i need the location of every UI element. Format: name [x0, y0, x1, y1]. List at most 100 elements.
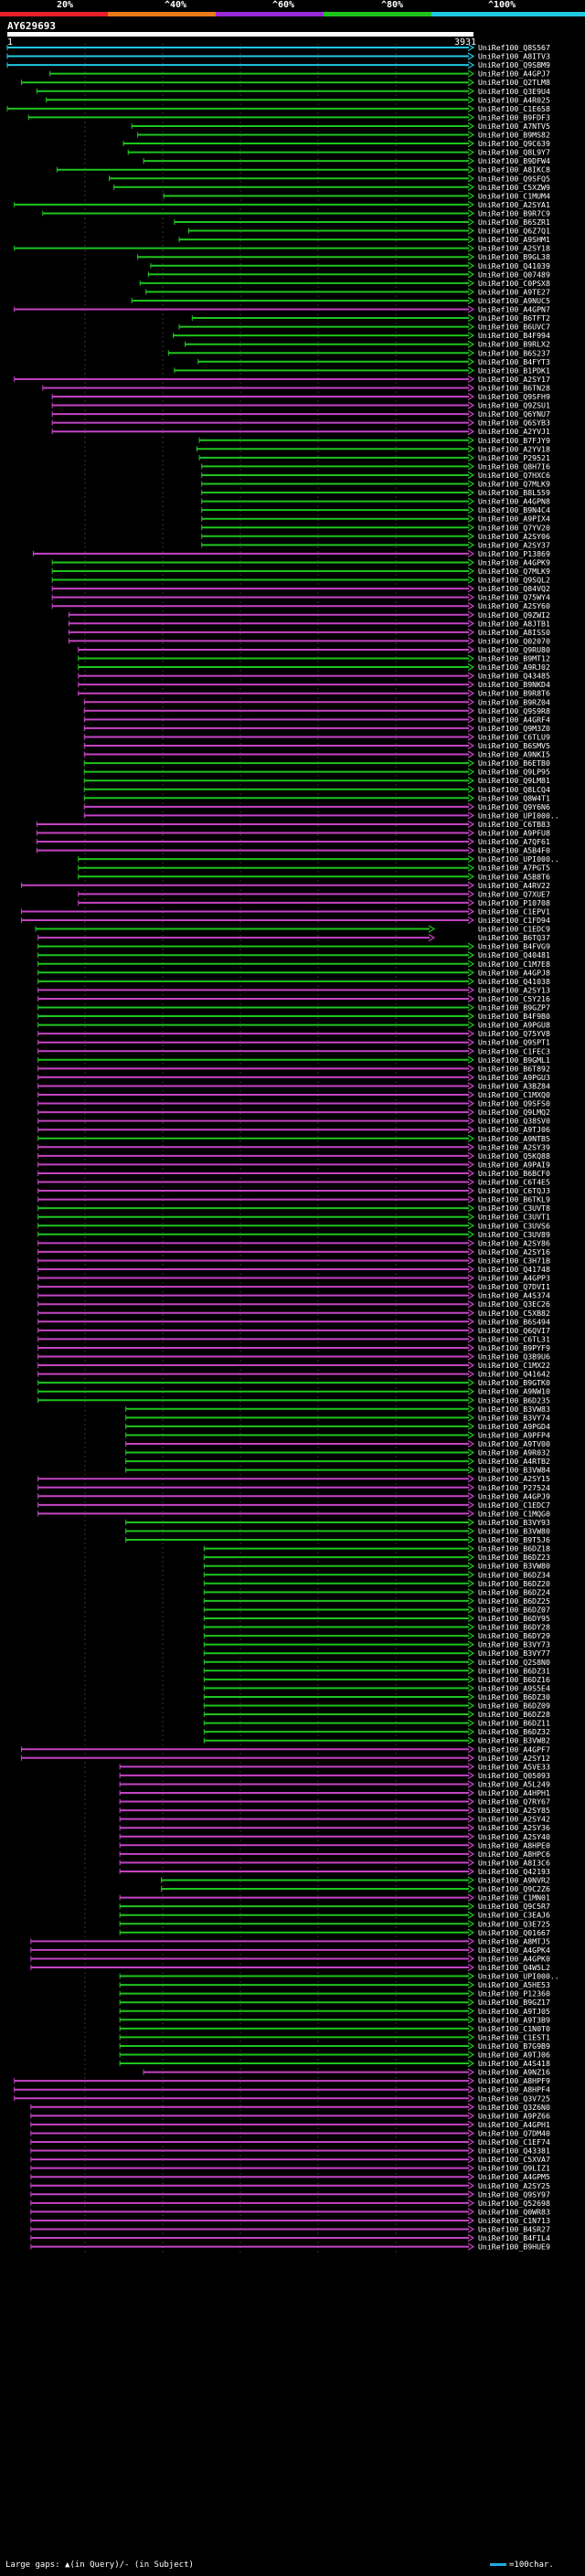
- hit-row[interactable]: UniRef100_A8HPC6: [119, 1850, 550, 1859]
- hit-row[interactable]: UniRef100_C5Y216: [37, 994, 550, 1003]
- hit-row[interactable]: UniRef100_A2SY18: [14, 244, 550, 253]
- hit-row[interactable]: UniRef100_C1N0T0: [119, 2024, 550, 2033]
- hit-row[interactable]: UniRef100_Q75YV8: [37, 1029, 550, 1038]
- hit-label[interactable]: UniRef100_A2SY85: [478, 1806, 550, 1815]
- hit-label[interactable]: UniRef100_B6TQ37: [478, 933, 550, 942]
- hit-label[interactable]: UniRef100_Q9SFS0: [478, 1099, 550, 1108]
- hit-row[interactable]: UniRef100_A8JTB1: [68, 619, 550, 628]
- hit-row[interactable]: UniRef100_Q6YNU7: [51, 409, 550, 419]
- hit-row[interactable]: UniRef100_C1MUM4: [163, 191, 550, 200]
- hit-label[interactable]: UniRef100_B6DZ32: [478, 1727, 550, 1736]
- hit-label[interactable]: UniRef100_Q9M3Z0: [478, 724, 550, 733]
- hit-row[interactable]: UniRef100_B6DZ07: [203, 1605, 550, 1614]
- hit-row[interactable]: UniRef100_B9NKD4: [78, 680, 550, 689]
- hit-row[interactable]: UniRef100_B3VY77: [203, 1648, 550, 1658]
- hit-row[interactable]: UniRef100_B3VW83: [125, 1405, 550, 1414]
- hit-label[interactable]: UniRef100_B6SZR1: [478, 217, 550, 227]
- hit-label[interactable]: UniRef100_B3VW82: [478, 1736, 550, 1745]
- hit-row[interactable]: UniRef100_A2SY13: [37, 985, 550, 994]
- hit-row[interactable]: UniRef100_A5VE33: [119, 1762, 550, 1771]
- hit-label[interactable]: UniRef100_Q3V725: [478, 2094, 550, 2103]
- hit-row[interactable]: UniRef100_Q9SFS0: [37, 1099, 550, 1108]
- hit-row[interactable]: UniRef100_Q42193: [119, 1867, 550, 1876]
- hit-row[interactable]: UniRef100_A2SY42: [119, 1815, 550, 1824]
- hit-row[interactable]: UniRef100_Q8W4T1: [83, 793, 550, 802]
- hit-label[interactable]: UniRef100_Q9RU80: [478, 645, 550, 654]
- hit-row[interactable]: UniRef100_B9MT12: [78, 654, 550, 663]
- hit-label[interactable]: UniRef100_Q9LP95: [478, 768, 550, 777]
- hit-label[interactable]: UniRef100_Q9C2Z6: [478, 1884, 550, 1893]
- hit-row[interactable]: UniRef100_B6S237: [167, 348, 550, 357]
- hit-label[interactable]: UniRef100_A9PGU3: [478, 1073, 550, 1082]
- hit-label[interactable]: UniRef100_C3H71B: [478, 1256, 550, 1265]
- hit-row[interactable]: UniRef100_A4GPN8: [201, 497, 550, 506]
- hit-row[interactable]: UniRef100_C6TQJ3: [37, 1186, 550, 1195]
- hit-row[interactable]: UniRef100_C5XB82: [37, 1309, 550, 1318]
- hit-row[interactable]: UniRef100_C3UVT1: [37, 1213, 550, 1222]
- hit-label[interactable]: UniRef100_B1PDK1: [478, 366, 550, 375]
- hit-label[interactable]: UniRef100_B6DZ23: [478, 1553, 550, 1562]
- hit-label[interactable]: UniRef100_Q8LCQ4: [478, 785, 550, 794]
- hit-label[interactable]: UniRef100_Q9SY97: [478, 2189, 550, 2199]
- hit-label[interactable]: UniRef100_A9NKI5: [478, 750, 550, 759]
- hit-label[interactable]: UniRef100_A9PIX4: [478, 514, 550, 524]
- hit-row[interactable]: UniRef100_C1FEC3: [37, 1046, 550, 1055]
- hit-label[interactable]: UniRef100_P27524: [478, 1483, 550, 1492]
- hit-label[interactable]: UniRef100_C3EAJ6: [478, 1911, 550, 1920]
- hit-row[interactable]: UniRef100_A4RTB2: [125, 1457, 550, 1466]
- hit-row[interactable]: UniRef100_A7NTV5: [131, 122, 550, 131]
- hit-label[interactable]: UniRef100_A4GPF7: [478, 1744, 550, 1754]
- hit-row[interactable]: UniRef100_B3VW82: [203, 1736, 550, 1745]
- hit-row[interactable]: UniRef100_Q52698: [30, 2199, 550, 2208]
- hit-label[interactable]: UniRef100_Q9SPT1: [478, 1038, 550, 1047]
- hit-label[interactable]: UniRef100_A2SYA1: [478, 200, 550, 209]
- hit-label[interactable]: UniRef100_B6DZ25: [478, 1596, 550, 1606]
- hit-row[interactable]: UniRef100_B6DZ34: [203, 1570, 550, 1579]
- hit-row[interactable]: UniRef100_C1MXQ0: [37, 1090, 550, 1099]
- hit-label[interactable]: UniRef100_B9GZ17: [478, 1998, 550, 2007]
- hit-row[interactable]: UniRef100_B7FJY9: [198, 436, 550, 445]
- hit-label[interactable]: UniRef100_B6DZ18: [478, 1544, 550, 1553]
- hit-label[interactable]: UniRef100_C6TL31: [478, 1334, 550, 1343]
- hit-row[interactable]: UniRef100_Q41039: [150, 261, 550, 270]
- hit-row[interactable]: UniRef100_A9PGD4: [125, 1422, 550, 1431]
- hit-row[interactable]: UniRef100_B6DZ18: [203, 1544, 550, 1553]
- hit-row[interactable]: UniRef100_C1MQG0: [37, 1509, 550, 1518]
- hit-label[interactable]: UniRef100_Q9LMQ2: [478, 1108, 550, 1117]
- hit-label[interactable]: UniRef100_B3VW80: [478, 1527, 550, 1536]
- hit-row[interactable]: UniRef100_A9TJ05: [119, 2007, 550, 2016]
- hit-row[interactable]: UniRef100_C6TLU9: [83, 732, 550, 741]
- hit-label[interactable]: UniRef100_C5XZW9: [478, 183, 550, 192]
- hit-label[interactable]: UniRef100_Q7RY67: [478, 1797, 550, 1807]
- hit-label[interactable]: UniRef100_Q43485: [478, 672, 550, 681]
- hit-row[interactable]: UniRef100_A2SY16: [37, 1247, 550, 1256]
- hit-row[interactable]: UniRef100_Q43381: [30, 2147, 550, 2156]
- hit-row[interactable]: UniRef100_Q9ZSU1: [51, 401, 550, 410]
- hit-row[interactable]: UniRef100_Q7YV20: [201, 523, 550, 532]
- hit-label[interactable]: UniRef100_A9NZ16: [478, 2068, 550, 2077]
- hit-label[interactable]: UniRef100_A4GPP3: [478, 1274, 550, 1283]
- hit-label[interactable]: UniRef100_A2SY16: [478, 1247, 550, 1256]
- hit-label[interactable]: UniRef100_B4FVG9: [478, 942, 550, 951]
- hit-label[interactable]: UniRef100_A4GPN7: [478, 305, 550, 314]
- hit-row[interactable]: UniRef100_C3EAJ6: [119, 1911, 550, 1920]
- hit-row[interactable]: UniRef100_A4GPF7: [20, 1744, 550, 1754]
- hit-label[interactable]: UniRef100_A2SY12: [478, 1754, 550, 1763]
- hit-label[interactable]: UniRef100_A8HPE0: [478, 1840, 550, 1850]
- hit-label[interactable]: UniRef100_B6S237: [478, 348, 550, 357]
- hit-row[interactable]: UniRef100_A4HPH1: [119, 1788, 550, 1797]
- hit-row[interactable]: UniRef100_C1E658: [6, 104, 550, 113]
- hit-row[interactable]: UniRef100_B4F9B0: [37, 1012, 550, 1021]
- hit-label[interactable]: UniRef100_A2SY39: [478, 1142, 550, 1151]
- hit-row[interactable]: UniRef100_Q9LP95: [83, 768, 550, 777]
- hit-row[interactable]: UniRef100_A9PAI9: [37, 1160, 550, 1169]
- hit-label[interactable]: UniRef100_B6TFT2: [478, 313, 550, 323]
- hit-label[interactable]: UniRef100_B9DFW4: [478, 156, 550, 165]
- hit-row[interactable]: UniRef100_B9R8T6: [78, 689, 550, 698]
- hit-label[interactable]: UniRef100_B9FDF3: [478, 112, 550, 122]
- hit-label[interactable]: UniRef100_Q07489: [478, 270, 550, 279]
- hit-row[interactable]: UniRef100_A4GPK0: [30, 1954, 550, 1963]
- hit-label[interactable]: UniRef100_C1EDC9: [478, 925, 550, 934]
- hit-row[interactable]: UniRef100_C5XZW9: [113, 183, 550, 192]
- hit-row[interactable]: UniRef100_C6TB83: [36, 820, 550, 829]
